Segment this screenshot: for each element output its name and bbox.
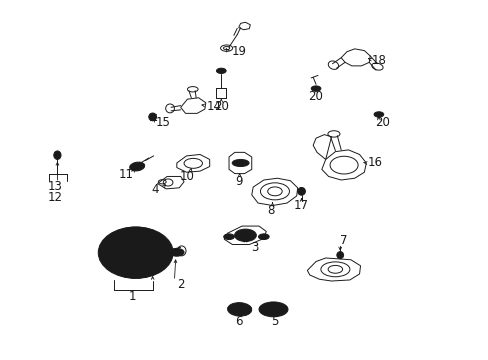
Polygon shape (238, 22, 250, 30)
Polygon shape (177, 154, 209, 172)
Ellipse shape (148, 113, 156, 121)
Circle shape (104, 257, 110, 261)
Text: 14: 14 (206, 100, 222, 113)
Ellipse shape (232, 159, 248, 167)
Text: 10: 10 (180, 170, 195, 183)
Polygon shape (321, 150, 366, 180)
Ellipse shape (223, 234, 234, 239)
Text: 19: 19 (231, 45, 245, 58)
Polygon shape (157, 176, 183, 189)
Ellipse shape (297, 188, 305, 195)
Circle shape (161, 244, 167, 248)
Polygon shape (251, 178, 297, 206)
Ellipse shape (216, 68, 225, 73)
Ellipse shape (129, 162, 144, 171)
Text: 20: 20 (375, 116, 389, 129)
Text: 8: 8 (267, 204, 274, 217)
Circle shape (142, 271, 147, 276)
Text: 20: 20 (213, 100, 228, 113)
Text: 4: 4 (151, 184, 159, 197)
Circle shape (124, 230, 129, 234)
Text: 17: 17 (293, 199, 308, 212)
Text: 9: 9 (234, 175, 242, 188)
Polygon shape (180, 98, 205, 113)
Text: 18: 18 (371, 54, 386, 67)
Ellipse shape (373, 112, 383, 117)
Text: 11: 11 (118, 168, 133, 181)
Text: 5: 5 (271, 315, 278, 328)
Text: 13: 13 (47, 180, 62, 193)
Polygon shape (341, 49, 369, 66)
Text: 16: 16 (367, 157, 382, 170)
Ellipse shape (227, 303, 251, 316)
Ellipse shape (169, 248, 183, 256)
Ellipse shape (259, 302, 287, 317)
Ellipse shape (258, 234, 268, 239)
Text: 12: 12 (47, 190, 62, 203)
Ellipse shape (310, 86, 320, 91)
Ellipse shape (336, 252, 343, 259)
Ellipse shape (54, 151, 61, 159)
Text: 20: 20 (308, 90, 323, 103)
Polygon shape (307, 258, 360, 281)
Polygon shape (224, 226, 265, 244)
Text: 1: 1 (128, 290, 136, 303)
Text: 3: 3 (251, 241, 258, 254)
Polygon shape (312, 135, 331, 159)
Polygon shape (228, 152, 251, 174)
Text: 6: 6 (234, 315, 242, 328)
Ellipse shape (234, 229, 256, 242)
Ellipse shape (98, 227, 173, 278)
Text: 2: 2 (177, 278, 184, 291)
Text: 7: 7 (339, 234, 346, 247)
Text: 15: 15 (156, 116, 170, 129)
